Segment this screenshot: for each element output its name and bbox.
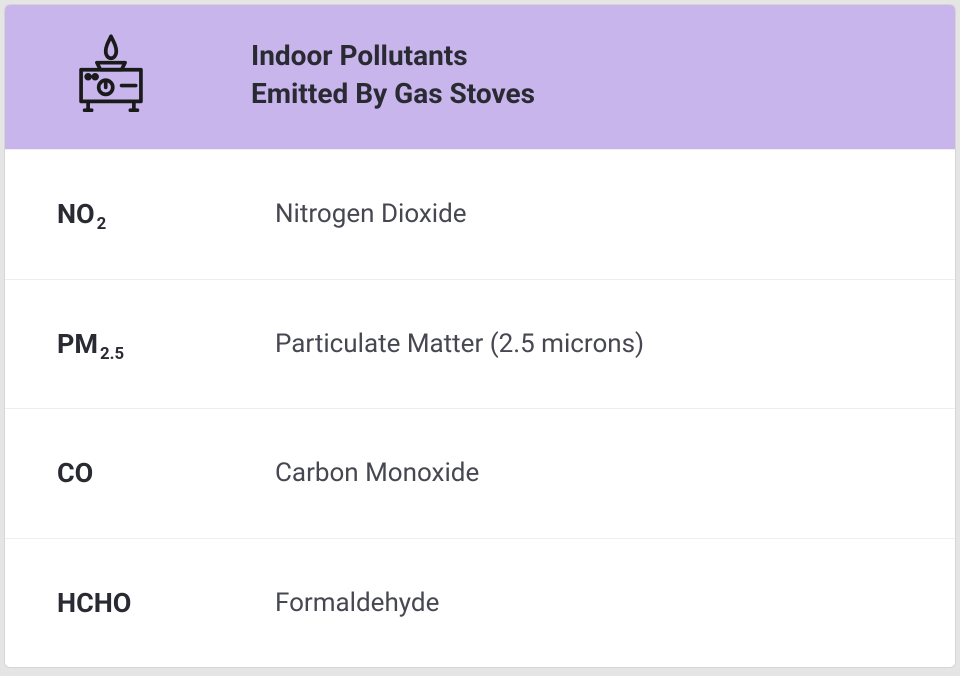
pollutant-formula: CO (57, 457, 275, 489)
pollutant-formula: NO2 (57, 198, 275, 230)
title-line-1: Indoor Pollutants (251, 37, 535, 75)
card-title: Indoor Pollutants Emitted By Gas Stoves (251, 37, 535, 113)
pollutant-name: Nitrogen Dioxide (275, 199, 467, 229)
pollutant-formula-sub: 2 (97, 214, 107, 234)
pollutant-name: Particulate Matter (2.5 microns) (275, 329, 644, 359)
title-line-2: Emitted By Gas Stoves (251, 75, 535, 113)
pollutant-row: COCarbon Monoxide (5, 408, 955, 538)
card-header: Indoor Pollutants Emitted By Gas Stoves (5, 5, 955, 149)
pollutants-card: Indoor Pollutants Emitted By Gas Stoves … (4, 4, 956, 668)
pollutant-row: HCHOFormaldehyde (5, 538, 955, 668)
pollutant-name: Formaldehyde (275, 588, 439, 618)
pollutant-row: NO2Nitrogen Dioxide (5, 149, 955, 279)
pollutant-formula: PM2.5 (57, 328, 275, 360)
pollutant-name: Carbon Monoxide (275, 458, 479, 488)
pollutant-row: PM2.5Particulate Matter (2.5 microns) (5, 279, 955, 409)
gas-stove-icon (67, 31, 155, 119)
pollutant-formula-sub: 2.5 (100, 344, 124, 364)
pollutant-list: NO2Nitrogen DioxidePM2.5Particulate Matt… (5, 149, 955, 667)
pollutant-formula: HCHO (57, 587, 275, 619)
